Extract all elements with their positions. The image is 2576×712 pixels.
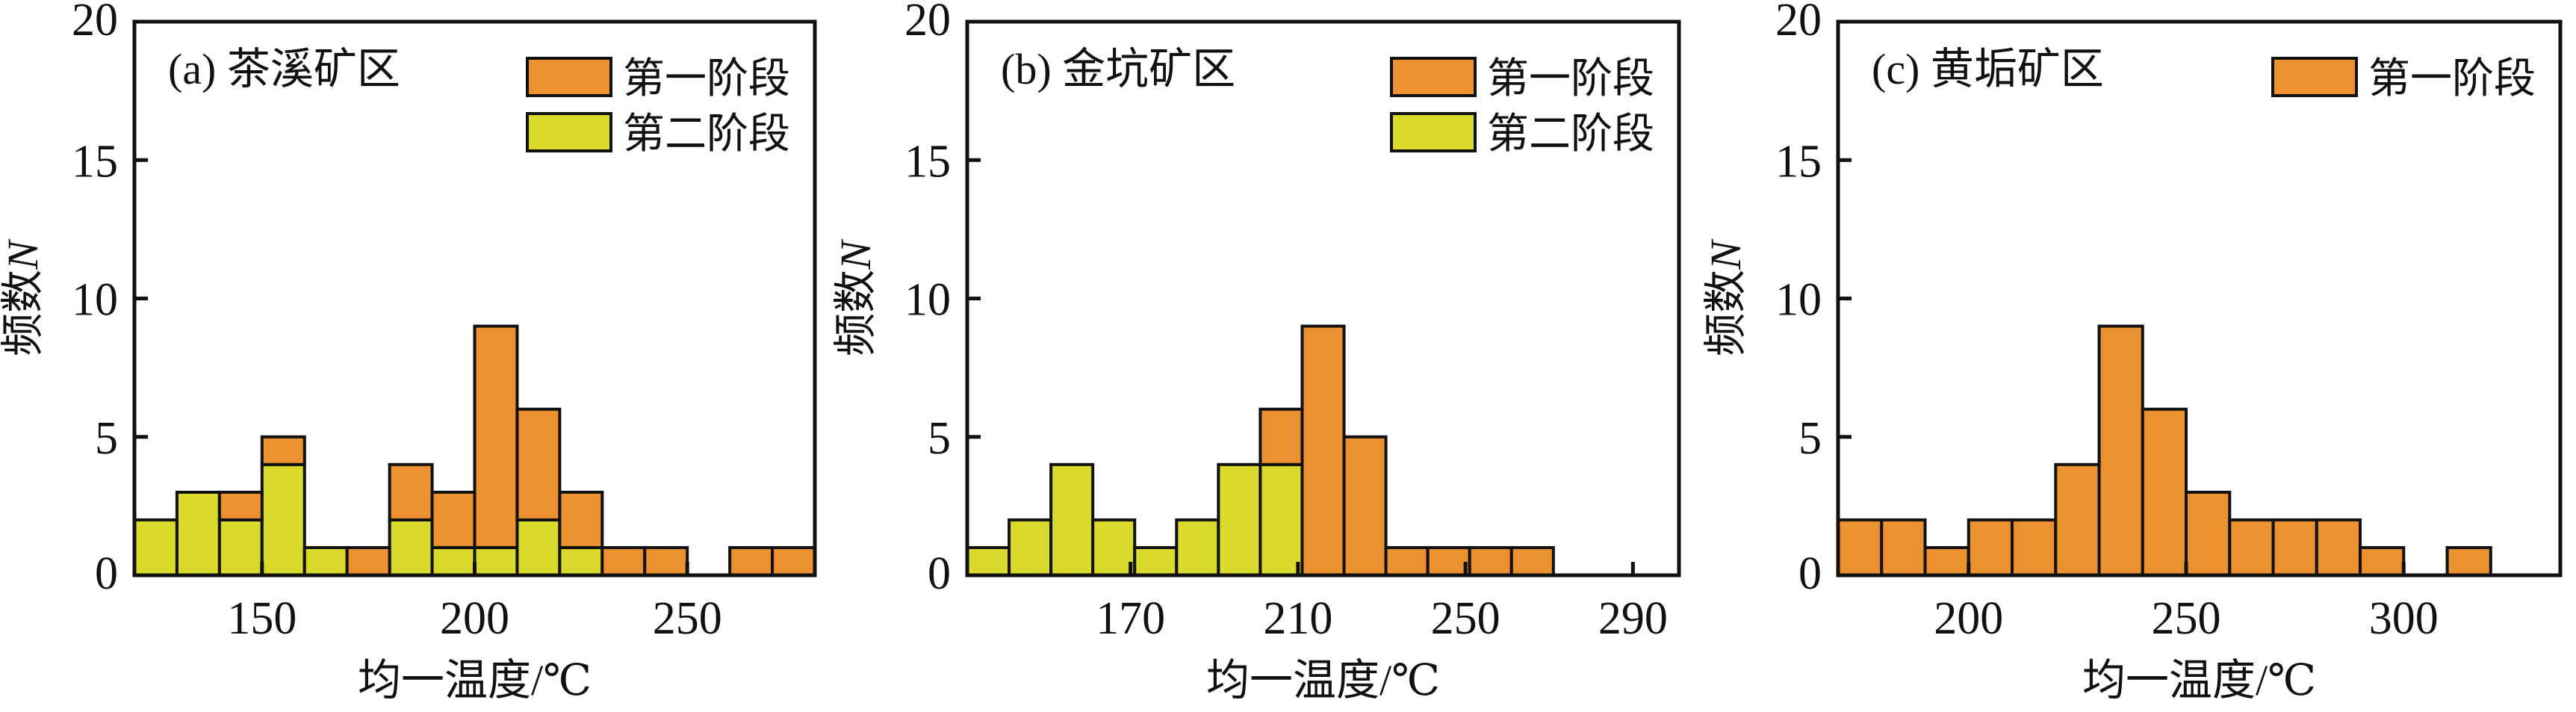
bar	[1049, 462, 1095, 577]
panel-title: (c) 黄垢矿区	[1872, 45, 2104, 93]
bar	[473, 545, 519, 578]
bar	[2011, 518, 2058, 578]
bar	[1217, 462, 1262, 577]
bar	[558, 490, 604, 549]
bar	[260, 435, 306, 466]
y-tick-label: 10	[1775, 275, 1822, 326]
x-tick-label: 170	[1096, 593, 1165, 644]
x-tick-label: 200	[1934, 593, 2003, 644]
x-tick-label: 300	[2369, 593, 2439, 644]
y-tick-label: 15	[904, 136, 951, 187]
bar	[217, 490, 264, 521]
y-tick-label: 0	[95, 548, 118, 599]
chart-panel-1: 0 5 10 15 20 150 200 250 均一温度/℃ 频数N (a) 茶溪矿区 第一阶段第二…	[0, 0, 817, 705]
bar	[728, 545, 775, 578]
bar	[2359, 545, 2406, 578]
bar	[1967, 518, 2014, 578]
bar	[600, 545, 647, 578]
bar	[515, 407, 562, 521]
panel-title: (b) 金坑矿区	[1001, 45, 1235, 93]
y-tick-label: 15	[72, 136, 118, 187]
bar	[2315, 518, 2362, 578]
y-tick-label: 20	[1775, 0, 1822, 46]
x-axis-label: 均一温度/℃	[2082, 656, 2316, 705]
y-tick-label: 5	[95, 413, 118, 464]
x-axis-label: 均一温度/℃	[358, 656, 592, 705]
bar	[966, 545, 1011, 578]
y-tick-label: 15	[1775, 136, 1822, 187]
bar	[1300, 324, 1346, 577]
y-tick-label: 0	[928, 548, 951, 599]
bar	[1175, 518, 1220, 578]
bar	[2054, 462, 2101, 577]
legend-swatch	[2271, 57, 2358, 97]
y-tick-label: 10	[72, 275, 118, 326]
x-tick-label: 290	[1598, 593, 1668, 644]
bar	[388, 462, 434, 521]
bar	[430, 490, 477, 549]
bar	[430, 545, 477, 578]
y-tick-label: 20	[72, 0, 118, 46]
legend-swatch	[1390, 112, 1477, 152]
x-axis-label: 均一温度/℃	[1206, 656, 1440, 705]
x-tick-label: 250	[653, 593, 722, 644]
bar	[1880, 518, 1927, 578]
y-tick-label: 5	[1798, 413, 1822, 464]
y-tick-label: 20	[904, 0, 951, 46]
bar	[1008, 518, 1053, 578]
bar	[175, 490, 221, 577]
chart-panel-2: 0 5 10 15 20 170 210 250 290 均一温度/℃ 频数N (b) 金坑矿区 第一阶…	[831, 0, 1681, 705]
x-tick-label: 250	[1431, 593, 1500, 644]
legend-label: 第一阶段	[1487, 56, 1654, 102]
bar	[771, 545, 816, 578]
y-tick-label: 0	[1798, 548, 1822, 599]
bar	[217, 518, 264, 578]
y-axis-label: 频数N	[0, 238, 47, 356]
legend-label: 第一阶段	[623, 56, 790, 102]
bar	[1468, 545, 1513, 578]
bar	[2141, 407, 2188, 578]
bar	[1091, 518, 1137, 578]
y-tick-label: 10	[904, 275, 951, 326]
y-axis-label: 频数N	[831, 238, 880, 356]
bar	[1509, 545, 1555, 578]
x-tick-label: 250	[2152, 593, 2221, 644]
legend-swatch	[1390, 57, 1477, 97]
bar	[1258, 462, 1304, 577]
x-tick-label: 210	[1263, 593, 1332, 644]
legend-label: 第一阶段	[2368, 56, 2536, 102]
legend-label: 第二阶段	[1487, 111, 1654, 158]
bar	[515, 518, 562, 578]
bar	[345, 545, 391, 578]
bar	[2097, 324, 2144, 577]
bar	[1837, 518, 1884, 578]
bar	[133, 518, 179, 578]
bar	[2185, 490, 2232, 577]
chart-panel-3: 0 5 10 15 20 200 250 300 均一温度/℃ 频数N (c) 黄垢矿区 第一阶段	[1701, 0, 2563, 705]
legend-label: 第二阶段	[623, 111, 790, 158]
x-tick-label: 200	[440, 593, 509, 644]
bar	[558, 545, 604, 578]
bar	[388, 518, 434, 578]
bar	[2445, 545, 2492, 578]
bar	[1342, 435, 1388, 577]
panel-title: (a) 茶溪矿区	[168, 45, 400, 93]
bar	[260, 462, 306, 577]
bar	[2228, 518, 2275, 578]
bar	[473, 324, 519, 549]
bar	[302, 545, 349, 578]
legend-swatch	[526, 112, 612, 152]
bar	[1426, 545, 1471, 578]
bar	[1384, 545, 1430, 578]
legend-swatch	[526, 57, 612, 97]
bar	[1133, 545, 1179, 578]
bar	[1923, 545, 1970, 578]
bar	[1258, 407, 1304, 466]
y-tick-label: 5	[928, 413, 951, 464]
x-tick-label: 150	[227, 593, 297, 644]
bar	[2271, 518, 2318, 578]
bar	[643, 545, 689, 578]
y-axis-label: 频数N	[1701, 238, 1750, 356]
